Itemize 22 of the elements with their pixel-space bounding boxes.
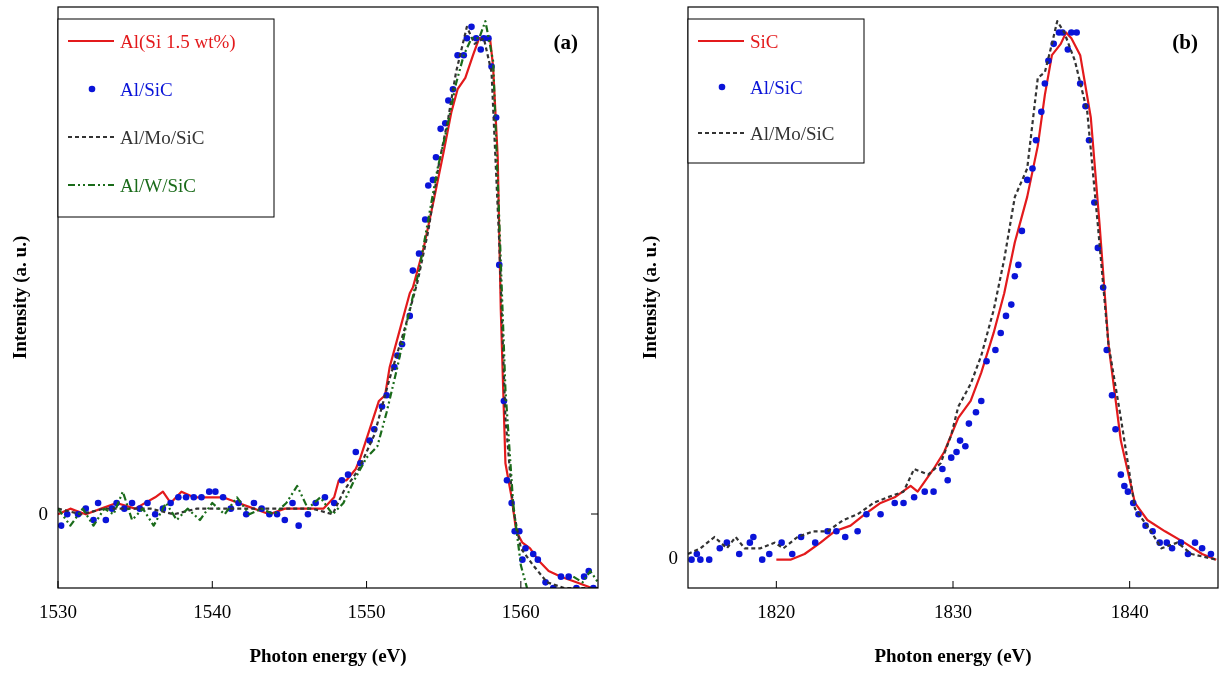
x-tick-label: 1840: [1110, 601, 1149, 622]
x-axis-title: Photon energy (eV): [249, 645, 407, 667]
x-tick-label: 1560: [501, 601, 540, 622]
y-axis-title: Intensity (a. u.): [639, 235, 661, 360]
x-tick-label: 1830: [934, 601, 972, 622]
legend-label: Al(Si 1.5 wt%): [120, 31, 236, 53]
legend-label: Al/SiC: [750, 77, 803, 98]
annotation: (b): [1172, 30, 1198, 54]
x-axis-title: Photon energy (eV): [874, 645, 1032, 667]
legend-label: Al/SiC: [120, 79, 173, 100]
x-tick-label: 1540: [193, 601, 232, 622]
text: 0: [38, 503, 48, 524]
legend-label: Al/Mo/SiC: [750, 123, 835, 144]
x-tick-label: 1550: [347, 601, 386, 622]
y-axis-title: Intensity (a. u.): [9, 235, 31, 360]
legend-label: Al/W/SiC: [120, 175, 197, 196]
x-tick-label: 1820: [757, 601, 796, 622]
x-tick-label: 1530: [39, 601, 77, 622]
annotation: (a): [553, 30, 578, 54]
text: 0: [668, 547, 678, 568]
legend-label: Al/Mo/SiC: [120, 127, 205, 148]
legend-label: SiC: [750, 31, 779, 52]
